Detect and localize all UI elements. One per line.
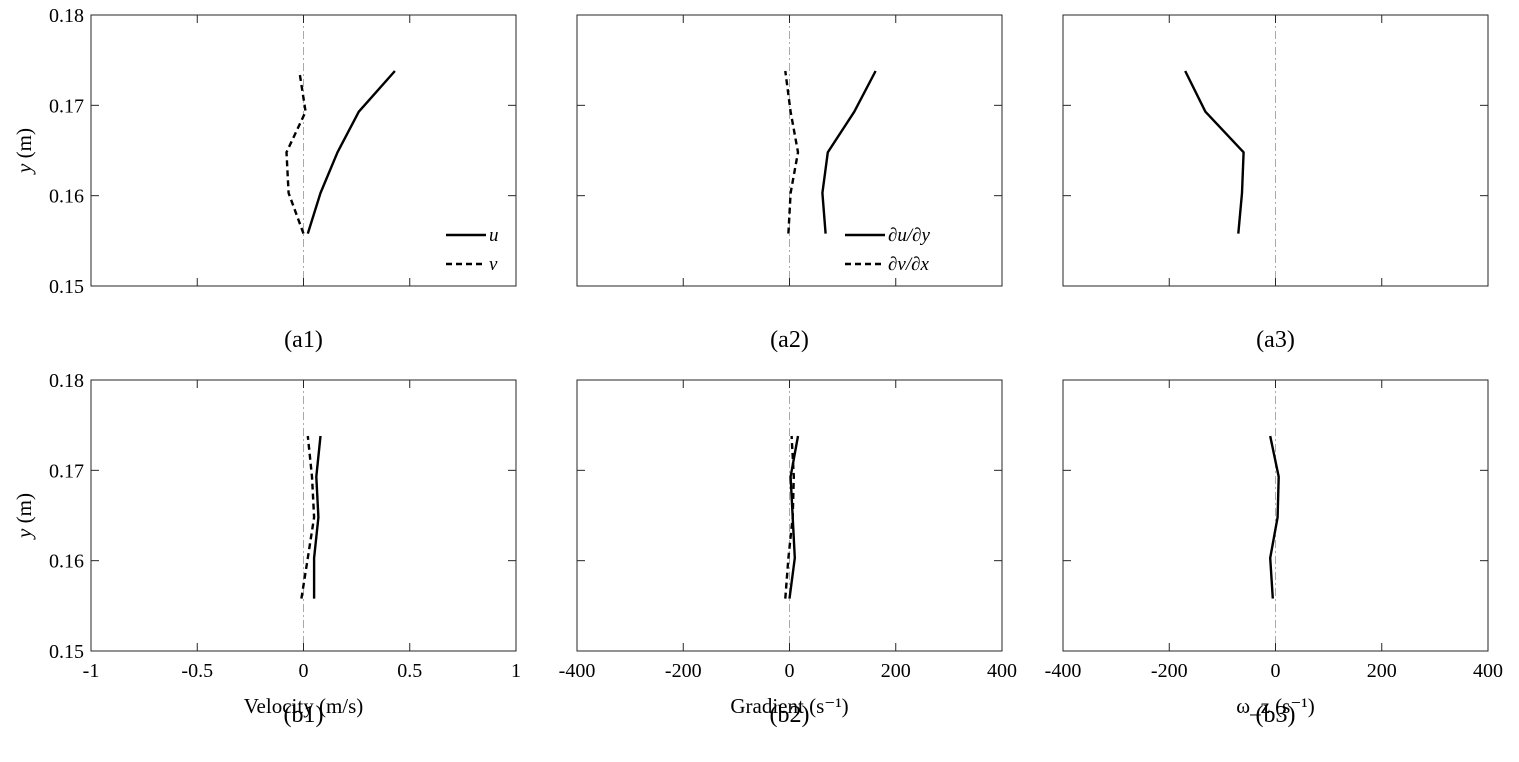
panel-label: (a1) (284, 327, 323, 353)
x-axis-label: Velocity (m/s) (244, 694, 364, 718)
series-line-solid (821, 70, 877, 234)
panel-a1: 0.15 0.16 0.17 0.18 y (m) uv (a1) (12, 5, 517, 353)
panel-label: (b2) (770, 702, 810, 728)
x-tick-label: 0 (299, 660, 309, 682)
panel-label: (b3) (1256, 702, 1296, 728)
series-line-dashed (784, 435, 795, 599)
y-tick-label: 0.18 (49, 370, 84, 392)
y-tick-label: 0.15 (49, 641, 84, 663)
x-tick-label: 200 (881, 660, 911, 682)
x-tick-label: 200 (1367, 660, 1397, 682)
y-axis-label-variable: y (12, 163, 36, 175)
x-tick-label: 0 (785, 660, 795, 682)
panel-b2: -400 -200 0 200 400 Gradient (s⁻¹)(b2) (559, 379, 1017, 728)
y-tick-label: 0.17 (49, 95, 84, 117)
x-axis-label: Gradient (s⁻¹) (730, 694, 848, 718)
y-axis-label: y (m) (12, 128, 36, 175)
legend-entry: ∂v/∂x (888, 254, 929, 275)
panel-b3: -400 -200 0 200 400 ω_z (s⁻¹)(b3) (1045, 379, 1503, 728)
x-tick-label: 0.5 (397, 660, 422, 682)
y-tick-label: 0.15 (49, 276, 84, 298)
legend-entry: ∂u/∂y (888, 225, 931, 246)
legend-entry: u (489, 225, 499, 246)
panel-label: (a3) (1256, 327, 1295, 353)
legend-entry: v (489, 254, 498, 275)
x-tick-label: -400 (1045, 660, 1082, 682)
x-tick-label: -1 (83, 660, 100, 682)
series-line-dashed (285, 70, 307, 235)
series-line-dashed (300, 435, 316, 599)
x-axis-label: ω_z (s⁻¹) (1236, 694, 1314, 718)
x-tick-label: 400 (987, 660, 1017, 682)
y-axis-label-variable: y (12, 528, 36, 540)
x-tick-label: -400 (559, 660, 596, 682)
legend: uv (446, 225, 499, 275)
y-axis-label: y (m) (12, 493, 36, 540)
series-line-solid (306, 70, 396, 234)
x-tick-label: -200 (1151, 660, 1188, 682)
x-tick-label: 400 (1473, 660, 1503, 682)
y-axis-label-unit: (m) (12, 493, 36, 529)
panel-b1: -1 -0.5 0 0.5 1 0.15 0.16 0.17 0.18 y (m) Velocity… (12, 370, 521, 728)
y-tick-label: 0.16 (49, 186, 84, 208)
panel-label: (b1) (284, 702, 324, 728)
series-line-solid (1268, 435, 1280, 599)
series-line-solid (312, 435, 322, 599)
y-tick-label: 0.17 (49, 460, 84, 482)
legend: ∂u/∂y ∂v/∂x (845, 225, 931, 275)
y-axis-label-unit: (m) (12, 128, 36, 164)
y-tick-label: 0.16 (49, 551, 84, 573)
panel-a3: (a3) (1062, 14, 1489, 353)
series-line-dashed (784, 70, 800, 234)
x-tick-label: 0 (1271, 660, 1281, 682)
panel-a2: ∂u/∂y ∂v/∂x (a2) (576, 14, 1003, 353)
x-tick-label: -200 (665, 660, 702, 682)
x-tick-label: -0.5 (181, 660, 213, 682)
series-line-solid (1184, 70, 1245, 234)
panel-label: (a2) (770, 327, 809, 353)
x-tick-label: 1 (511, 660, 521, 682)
y-tick-label: 0.18 (49, 5, 84, 27)
